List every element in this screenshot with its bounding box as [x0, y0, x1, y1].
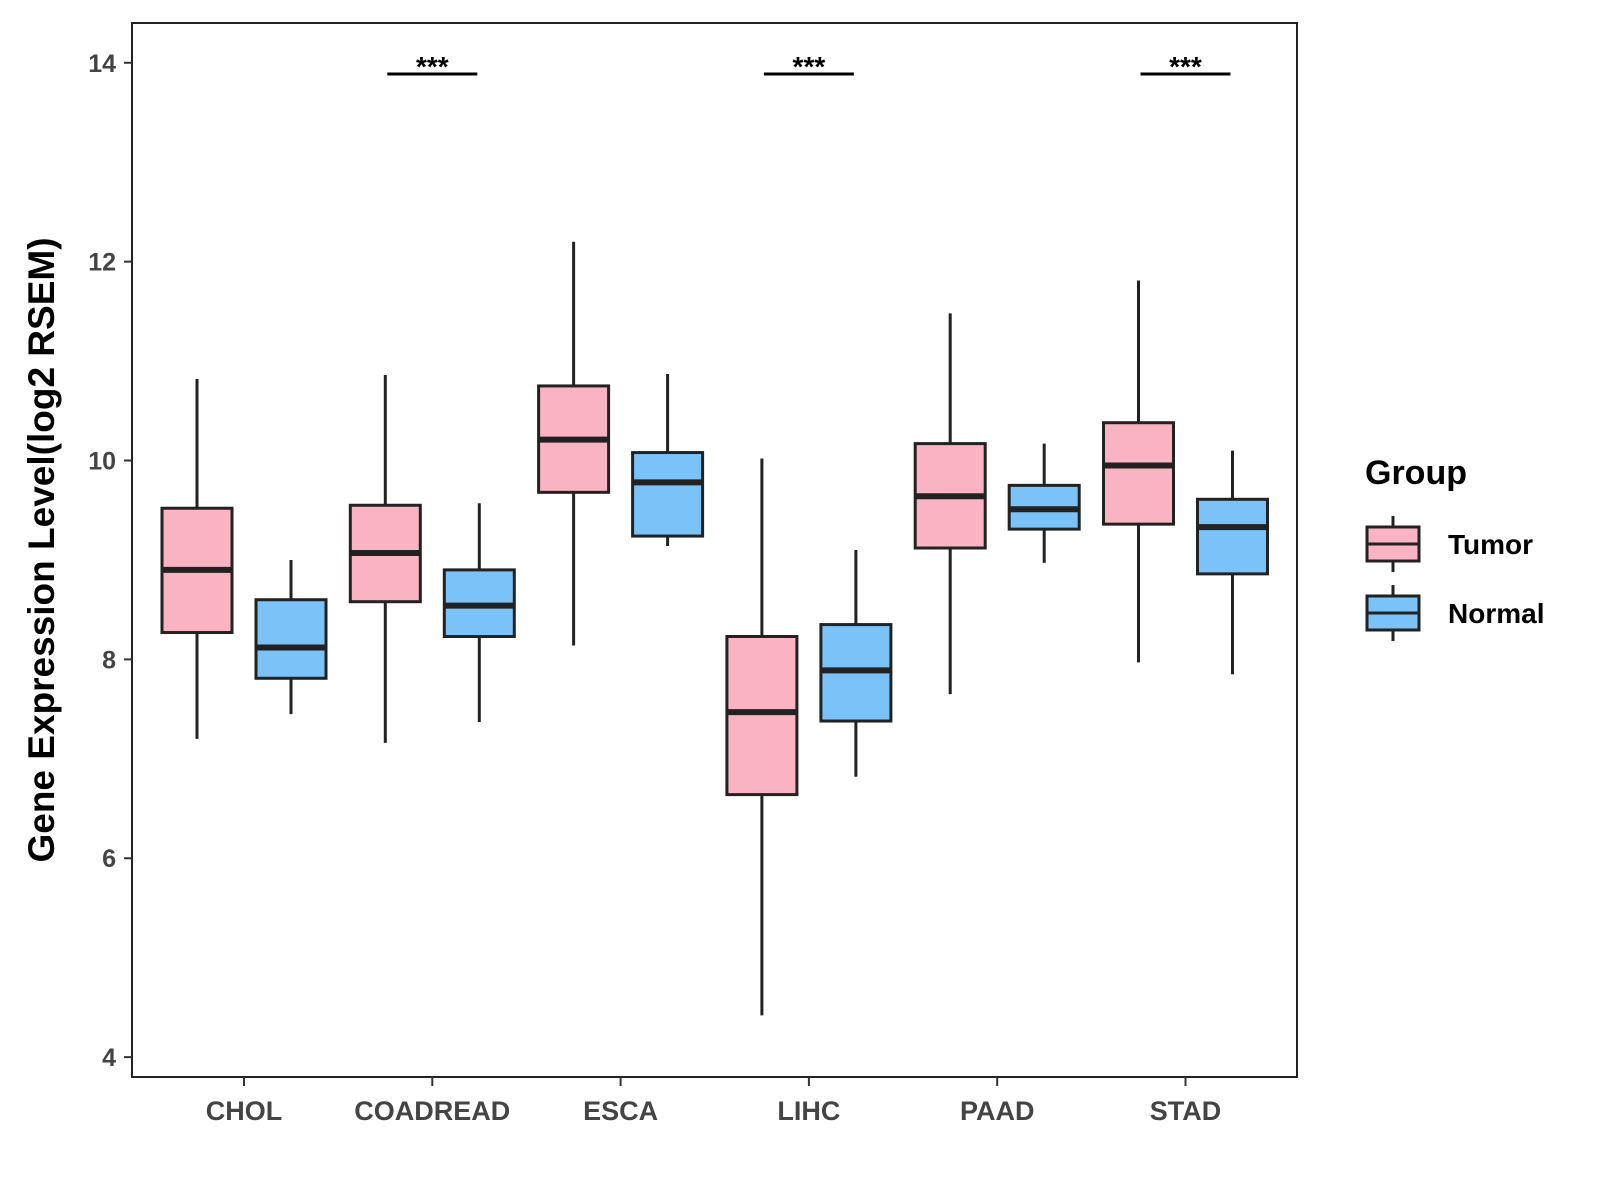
x-axis: CHOL COADREAD ESCA LIHC PAAD STAD — [206, 1077, 1222, 1126]
y-axis: 4 6 8 10 12 14 — [88, 50, 132, 1072]
x-tick-label: CHOL — [206, 1096, 283, 1126]
panel-border — [131, 22, 1298, 1078]
significance-label: *** — [416, 51, 449, 82]
x-tick-label: PAAD — [960, 1096, 1035, 1126]
y-tick-label: 8 — [102, 646, 116, 674]
legend-label-tumor: Tumor — [1448, 529, 1533, 560]
significance-annotations: *** *** *** — [387, 51, 1231, 82]
legend-label-normal: Normal — [1448, 598, 1544, 629]
normal-box — [631, 451, 705, 538]
y-tick-label: 6 — [102, 845, 116, 873]
x-tick-label: ESCA — [583, 1096, 658, 1126]
tumor-box — [1102, 421, 1175, 526]
x-tick-label: STAD — [1150, 1096, 1222, 1126]
normal-box — [254, 598, 328, 680]
box-marks — [160, 241, 1269, 1016]
y-tick-label: 4 — [102, 1044, 116, 1072]
y-tick-label: 14 — [88, 50, 116, 78]
normal-box — [1196, 497, 1269, 576]
significance-label: *** — [1169, 51, 1202, 82]
legend-title: Group — [1365, 454, 1467, 492]
significance-label: *** — [793, 51, 826, 82]
x-tick-label: LIHC — [777, 1096, 840, 1126]
y-axis-title: Gene Expression Level(log2 RSEM) — [21, 237, 62, 862]
y-tick-label: 10 — [88, 448, 116, 476]
y-tick-label: 12 — [88, 249, 116, 277]
legend: Group Tumor Normal — [1365, 454, 1544, 641]
tumor-box — [725, 635, 799, 797]
x-tick-label: COADREAD — [354, 1096, 510, 1126]
